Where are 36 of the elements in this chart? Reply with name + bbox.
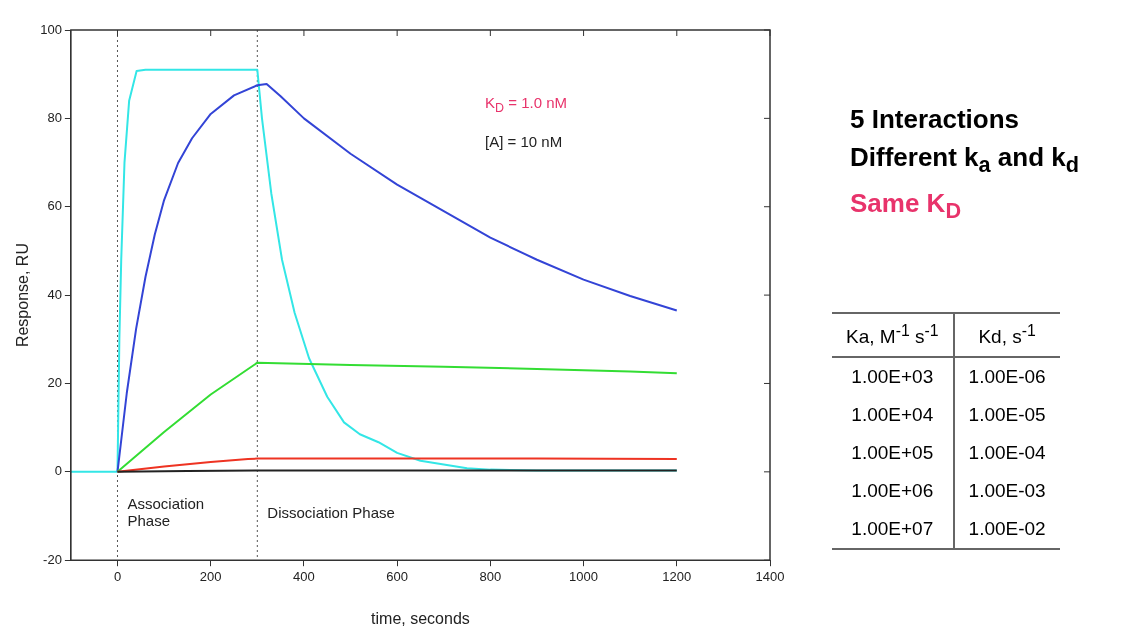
text: 1.00E-02 bbox=[953, 510, 1060, 550]
x-tick-label: 600 bbox=[386, 568, 408, 584]
text: 1.00E-03 bbox=[967, 479, 1047, 504]
text: 5 Interactions bbox=[850, 103, 1021, 136]
text: 1.00E+05 bbox=[832, 434, 954, 473]
x-tick-label: 800 bbox=[479, 568, 502, 584]
text: 1.00E-06 bbox=[967, 365, 1047, 390]
y-tick-label: 0 bbox=[54, 463, 62, 479]
y-tick-label: 60 bbox=[47, 198, 62, 214]
annotation: K$_{D}$ = 1.0 nM bbox=[485, 94, 567, 115]
y-tick-label: -20 bbox=[43, 551, 62, 567]
x-tick-label: 200 bbox=[199, 568, 222, 584]
y-tick-label: 100 bbox=[40, 21, 62, 37]
x-tick-label: 1400 bbox=[755, 568, 785, 584]
text: Different k$_{a}$ and k$_{d}$ bbox=[850, 141, 1079, 180]
y-tick-label: 80 bbox=[47, 109, 62, 125]
text: 1.00E+04 bbox=[832, 396, 954, 435]
y-tick-label: 40 bbox=[47, 286, 62, 302]
text: 1.00E+03 bbox=[832, 357, 954, 397]
ref-line-label: Association Phase bbox=[127, 495, 205, 530]
text: 1.00E-04 bbox=[967, 441, 1047, 466]
x-tick-label: 400 bbox=[293, 568, 315, 584]
annotation: [A] = 10 nM bbox=[485, 133, 563, 150]
x-axis-title: time, seconds bbox=[371, 609, 470, 627]
text: 1.00E+07 bbox=[832, 510, 954, 550]
x-tick-label: 1200 bbox=[662, 568, 692, 584]
text: Kd, s$^{-1}$ bbox=[953, 313, 1060, 358]
x-tick-label: 0 bbox=[113, 568, 122, 584]
y-axis-title: Response, RU bbox=[14, 243, 32, 348]
text: 1.00E+06 bbox=[832, 472, 954, 511]
ref-line-label: Dissociation Phase bbox=[267, 504, 395, 522]
y-tick-label: 20 bbox=[47, 375, 62, 391]
text: Same K$_{D}$ bbox=[850, 187, 963, 226]
x-tick-label: 1000 bbox=[569, 568, 599, 584]
text: Ka, M$^{-1}$ s$^{-1}$ bbox=[832, 313, 954, 358]
text: 1.00E-05 bbox=[967, 403, 1047, 428]
